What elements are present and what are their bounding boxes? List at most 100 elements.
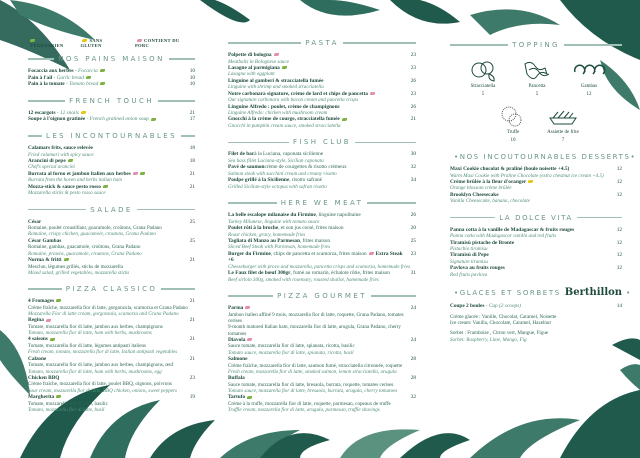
menu-item: Burrata al forno et jambon italien aux h… [28, 171, 195, 184]
topping-item: Stracciatella 5 [458, 56, 508, 97]
item-price: 10 [189, 74, 195, 81]
legend-item: SANS GLUTEN [80, 38, 125, 48]
menu-item: Tiramisù di Pepe 12 Signature tiramisu [450, 252, 622, 265]
item-name: Poulet rôti à la broche [228, 224, 279, 231]
item-price: 10 [189, 81, 195, 88]
menu-column-right: TOPPING Stracciatella 5 Pancetta 5 Gambas 12 T… [450, 34, 635, 343]
menu-item: Soupe à l'oignon gratinée - French grati… [28, 116, 195, 123]
item-price: 28 [410, 356, 416, 363]
item-price: 21 [189, 256, 195, 263]
pork-icon [245, 306, 251, 310]
item-price: 32 [410, 164, 416, 171]
item-price: 30 [410, 151, 416, 158]
item-price: 26 [410, 77, 416, 84]
section-title: PIZZA GOURMET [277, 292, 367, 301]
pork-icon [132, 172, 138, 176]
topping-item: Pancetta 5 [512, 56, 562, 97]
legend-item: VÉGÉTARIEN [28, 38, 70, 48]
item-price: 21 [189, 183, 195, 190]
gluten-free-icon [82, 39, 88, 43]
item-price: 21 [410, 116, 416, 123]
item-description-en: Burrata from the hoven and herbs italian… [28, 177, 122, 184]
item-price: 23 [410, 64, 416, 71]
menu-item: Norma & fritti 21 Mesclun, légumes grillés… [28, 257, 195, 276]
item-price: 25 [189, 218, 195, 225]
item-name: Mozza-stick & sauce pesto rosso [28, 183, 101, 190]
item-description-en: Tomato, mozzarella fior di latte, ham wi… [28, 330, 152, 337]
section-header-topping: TOPPING [450, 41, 622, 49]
item-name: Tartufo [228, 394, 246, 401]
item-extra: Extra Steak +6 [228, 250, 403, 264]
section-title: TOPPING [512, 41, 560, 49]
item-name: Pavlova au fruits rouges [450, 265, 505, 272]
pork-icon [247, 338, 253, 342]
item-description-en: Salmon steak with zucchini cream and cre… [228, 170, 337, 177]
item-name: César Gambas [28, 237, 62, 244]
menu-item: Tagliata di Manzo au Parmesan, frites ma… [228, 238, 416, 251]
section-title: •NOS INCOUTOURNABLES DESSERTS• [454, 153, 637, 161]
legend-label: SANS GLUTEN [80, 38, 103, 48]
ice-cream-flavours-en: Ice cream: Vanilla, Chocolate, Caramel, … [450, 320, 551, 327]
item-description: Romaine, gambas, guacamole, croûtons, Gr… [28, 244, 141, 251]
item-description-en: Cheeseburger with provo and mozzarella, … [228, 263, 410, 270]
item-name: 4 saisons [28, 336, 48, 343]
shrimp-icon [571, 64, 607, 84]
pork-icon [136, 39, 142, 43]
menu-item: Lasagne al parmigiana 23 Lasagna with eggp… [228, 65, 416, 78]
menu-item: Tiramisù pistache de Bronte 12 Pistachio t… [450, 240, 622, 253]
menu-item: Brooklyn Cheesecake 12 Vanilla Cheesecake,… [450, 192, 622, 205]
item-description-en: Vanilla Cheesecake, banana, chocolate [450, 198, 530, 205]
item-price: 31 [410, 270, 416, 277]
item-description-en: Sliced Beef Steak with Parmesan, homemad… [228, 244, 330, 251]
item-translation: Cup (2 scoops) [488, 303, 521, 310]
item-description-en: Tomato, mozzarella fior di latte, basil [28, 406, 105, 413]
menu-item: Coupe 2 boules - Cup (2 scoops) 14 [450, 303, 622, 310]
pork-icon [273, 53, 279, 57]
item-name: Brooklyn Cheesecake [450, 191, 499, 198]
item-price: 24 [410, 305, 416, 312]
item-name: Linguine Alfredo : poulet, crème de cham… [228, 103, 340, 110]
section-header-glaces: •GLACES ET SORBETS Berthillon • [450, 287, 630, 298]
item-description-en: Fresh cream, mozzarella fior di latte, s… [228, 368, 397, 375]
menu-column-left: VÉGÉTARIEN SANS GLUTEN CONTIENT DU PORC NO… [28, 38, 195, 415]
section-header: PIZZA GOURMET [228, 292, 416, 300]
item-name-detail: , frites maison [299, 237, 331, 244]
item-name: Arancini di pepe [28, 157, 66, 164]
item-description-en: Meatballs in Bolognese sauce [228, 58, 289, 65]
section-title: •GLACES ET SORBETS [454, 288, 561, 297]
item-price: 14 [616, 303, 622, 310]
item-name-detail: , chips de pancetta et scamorza, frites … [270, 250, 367, 257]
item-price: 12 [616, 252, 622, 259]
item-name: Panna cotta à la vanille de Madagascar &… [450, 226, 575, 233]
section-title: PASTA [305, 39, 339, 47]
item-description: Mesclun, légumes grillés, sticks de mozz… [28, 263, 123, 270]
fries-icon [545, 110, 581, 130]
item-description: Crème fraîche, mozzarella fior di latte,… [28, 304, 188, 311]
menu-item: Pain à la tomate - Tomato bread 10 [28, 81, 195, 88]
item-name: Tiramisù pistache de Bronte [450, 239, 515, 246]
item-name: Filet de bar [228, 151, 255, 158]
vegetarian-leaf-icon [67, 159, 73, 163]
item-price: 12 [616, 226, 622, 233]
menu-item: 4 Fromages 21 Crème fraîche, mozzarella fi… [28, 298, 195, 317]
item-price: 34 [410, 177, 416, 184]
section-header: LA DOLCE VITA [450, 214, 622, 222]
item-name: Focaccia aux herbes [28, 68, 74, 74]
vegetarian-leaf-icon [85, 75, 91, 79]
item-description-en: Tomato sauce, mozzarella fior di latte, … [228, 388, 398, 395]
item-description-en: Mixed salad, grilled vegetables, mozzare… [28, 269, 130, 276]
item-description-en: Fresh cream, tomato, mozzarella fior di … [28, 349, 178, 356]
item-price: 23 [410, 52, 416, 58]
item-description: Tomate, mozzarella fior di latte, jambon… [28, 362, 174, 369]
item-description-en: Our signature carbonara with bacon cream… [228, 97, 359, 104]
section-header: LES INCONTOURNABLES [28, 132, 195, 140]
item-description-en: Grilled Sicilian-style octopus with safr… [228, 183, 327, 190]
vegetarian-leaf-icon [99, 69, 105, 73]
bacon-icon [519, 61, 555, 84]
item-description-en: Linguine with shrimp and smoked straccia… [228, 84, 324, 91]
menu-item: Pavlova au fruits rouges 12 Red fruits pav… [450, 265, 622, 278]
menu-item: Filet de barà la Luciana, caponata sicil… [228, 151, 416, 164]
item-name-detail: crème de courgettes & risotto crémeux [264, 164, 347, 171]
item-description-en: Warm Maxi Cookie with Praline Chocolate … [450, 172, 604, 179]
legend-label: CONTIENT DU PORC [134, 38, 180, 48]
